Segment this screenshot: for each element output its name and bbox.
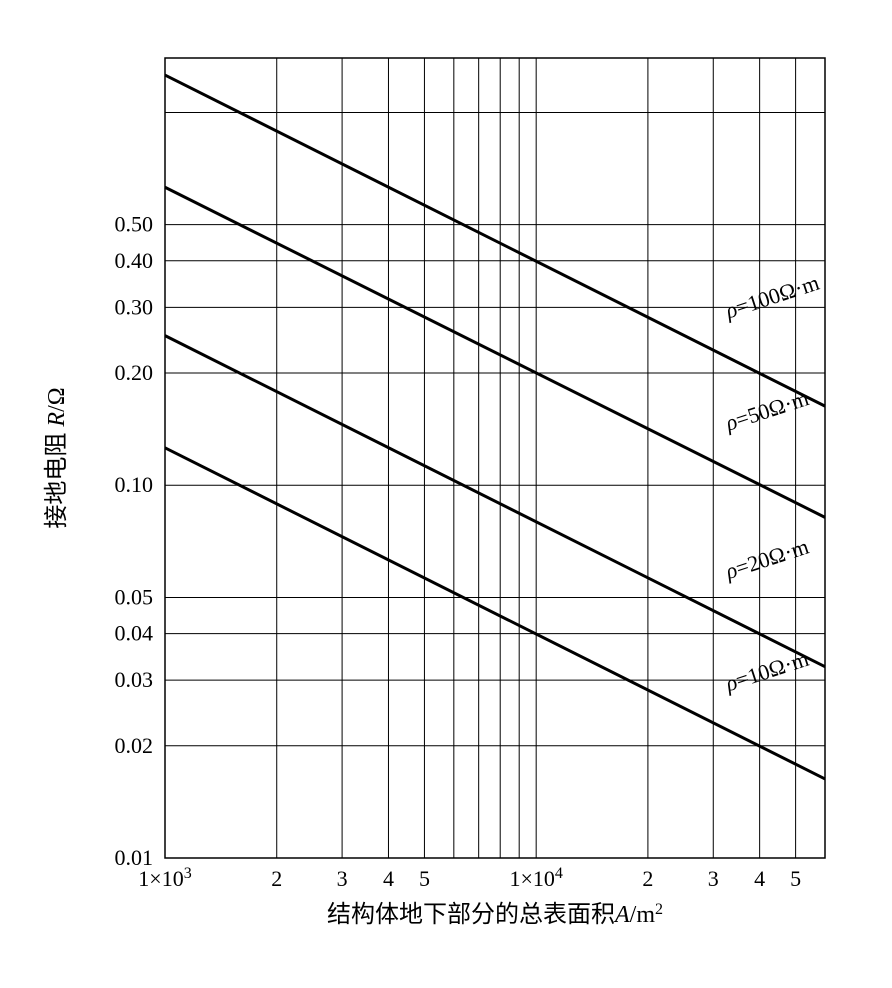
loglog-chart: 1×10323451×10423450.010.020.030.040.050.… — [30, 30, 862, 958]
x-axis-title: 结构体地下部分的总表面积A/m2 — [327, 901, 663, 929]
y-axis-title: 接地电阻 R/Ω — [43, 387, 70, 528]
x-tick-label: 1×104 — [509, 865, 562, 892]
chart-bg — [30, 30, 862, 958]
x-tick-label: 4 — [754, 866, 765, 891]
chart-container: 1×10323451×10423450.010.020.030.040.050.… — [30, 30, 862, 958]
y-tick-label: 0.04 — [115, 621, 154, 646]
y-tick-label: 0.50 — [115, 212, 154, 237]
y-tick-label: 0.02 — [115, 733, 154, 758]
x-tick-label: 5 — [419, 866, 430, 891]
x-tick-label: 5 — [790, 866, 801, 891]
x-tick-label: 2 — [271, 866, 282, 891]
x-tick-label: 3 — [708, 866, 719, 891]
y-tick-label: 0.01 — [115, 845, 154, 870]
y-tick-label: 0.10 — [115, 472, 154, 497]
y-tick-label: 0.20 — [115, 360, 154, 385]
y-tick-label: 0.03 — [115, 667, 154, 692]
y-tick-label: 0.40 — [115, 248, 154, 273]
y-tick-label: 0.30 — [115, 294, 154, 319]
x-tick-label: 2 — [642, 866, 653, 891]
x-tick-label: 3 — [337, 866, 348, 891]
x-tick-label: 4 — [383, 866, 394, 891]
y-tick-label: 0.05 — [115, 584, 154, 609]
